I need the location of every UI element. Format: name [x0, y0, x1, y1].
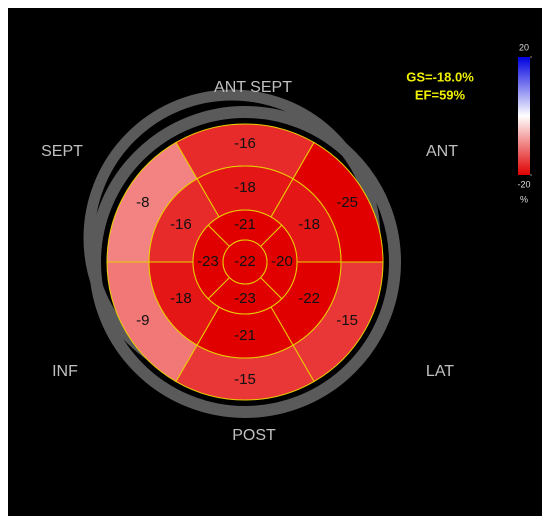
segment-label: -18 — [170, 290, 192, 307]
orientation-label: INF — [52, 363, 78, 380]
orientation-label: SEPT — [41, 143, 83, 160]
colorbar-tick-label: 20 — [519, 42, 529, 52]
orientation-label: LAT — [426, 363, 454, 380]
segment-label: -23 — [197, 253, 219, 270]
orientation-label: ANT SEPT — [214, 79, 292, 96]
segment-label: -22 — [298, 290, 320, 307]
outline-ring — [89, 106, 401, 418]
segment-label: -21 — [234, 216, 256, 233]
segment-label: -23 — [234, 290, 256, 307]
colorbar — [518, 57, 530, 175]
colorbar-tick-label: -20 — [517, 179, 530, 189]
segment-label: -22 — [234, 253, 256, 270]
annotation: EF=59% — [415, 87, 466, 102]
segment-label: -18 — [298, 216, 320, 233]
segment-label: -18 — [234, 179, 256, 196]
orientation-label: ANT — [426, 143, 458, 160]
segment-label: -15 — [336, 312, 358, 329]
segment-label: -16 — [234, 135, 256, 152]
annotation: GS=-18.0% — [406, 69, 474, 84]
orientation-label: POST — [232, 427, 276, 444]
segment-label: -15 — [234, 371, 256, 388]
colorbar-label: % — [520, 194, 528, 204]
segment-label: -16 — [170, 216, 192, 233]
segment-label: -21 — [234, 327, 256, 344]
segment — [222, 239, 268, 285]
segment-label: -8 — [136, 194, 149, 211]
segment-label: -20 — [271, 253, 293, 270]
segment-label: -9 — [136, 312, 149, 329]
segment-label: -25 — [336, 194, 358, 211]
